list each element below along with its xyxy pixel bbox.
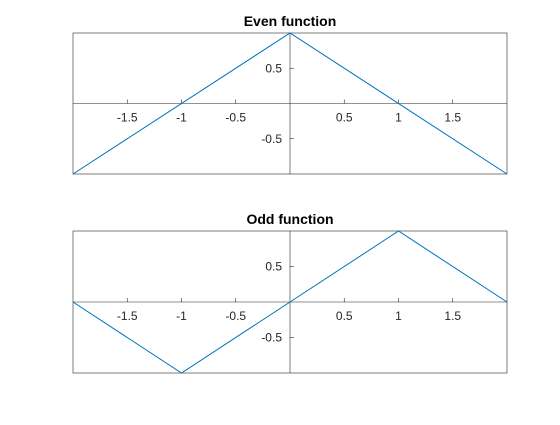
y-tick-label: -0.5 bbox=[261, 132, 282, 146]
y-tick-label: -0.5 bbox=[261, 331, 282, 345]
y-tick-label: 0.5 bbox=[265, 61, 282, 75]
x-tick-label: -1 bbox=[176, 111, 187, 125]
x-tick-label: -0.5 bbox=[225, 111, 246, 125]
subplot-odd: Odd function -1.5 -1 -0.5 0.5 1 1.5 0.5 -0.5 bbox=[72, 211, 508, 374]
x-tick-label: -1 bbox=[176, 309, 187, 323]
x-tick-label: 1 bbox=[395, 111, 402, 125]
chart-title: Even function bbox=[244, 13, 337, 29]
chart-title: Odd function bbox=[246, 211, 333, 227]
subplot-even: Even function -1.5 -1 -0.5 0.5 1 1.5 0.5 -0.5 bbox=[72, 13, 508, 175]
x-tick-label: 0.5 bbox=[336, 111, 353, 125]
x-tick-label: -0.5 bbox=[225, 309, 246, 323]
series-line bbox=[72, 230, 508, 374]
x-tick-label: -1.5 bbox=[117, 309, 138, 323]
x-tick-label: 0.5 bbox=[336, 309, 353, 323]
y-tick-label: 0.5 bbox=[265, 260, 282, 274]
x-tick-label: 1.5 bbox=[444, 309, 461, 323]
series-line bbox=[72, 32, 508, 175]
x-tick-label: 1.5 bbox=[444, 111, 461, 125]
x-tick-label: 1 bbox=[395, 309, 402, 323]
x-tick-label: -1.5 bbox=[117, 111, 138, 125]
